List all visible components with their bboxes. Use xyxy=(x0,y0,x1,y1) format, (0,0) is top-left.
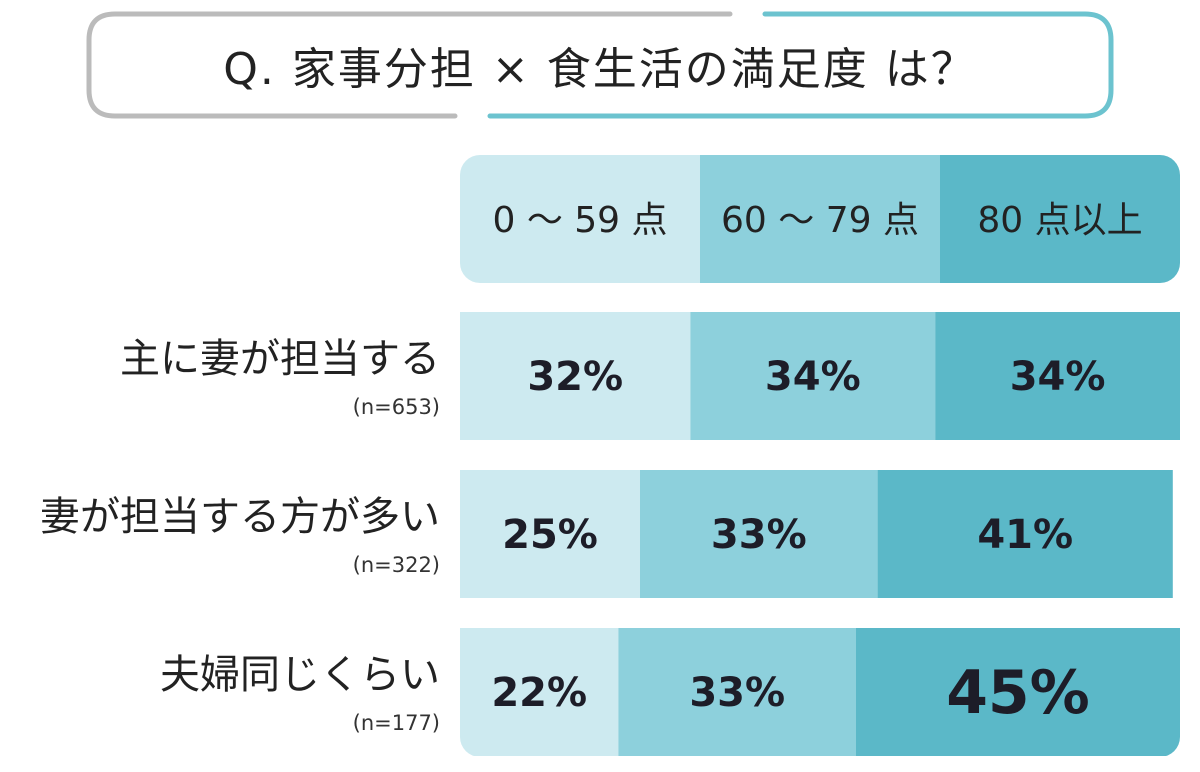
bar-segment-2-3 xyxy=(877,470,1173,598)
value-label-2-2: 33% xyxy=(711,512,807,558)
bar-segment-2-1 xyxy=(460,470,640,598)
value-label-1-1: 32% xyxy=(527,354,623,400)
title-border-gray xyxy=(86,11,733,119)
bar-segment-1-3 xyxy=(935,312,1180,440)
bar-segment-2-2 xyxy=(640,470,878,598)
bar-row-2 xyxy=(460,470,1173,598)
sample-size-label-2: (n=322) xyxy=(353,553,440,577)
value-label-2-1: 25% xyxy=(502,512,598,558)
value-label-3-2: 33% xyxy=(689,670,785,716)
value-label-3-3: 45% xyxy=(946,658,1090,728)
legend-label-1: 0 〜 59 点 xyxy=(492,200,667,241)
legend-label-2: 60 〜 79 点 xyxy=(721,200,919,241)
title-border-teal xyxy=(487,11,1114,119)
value-label-3-1: 22% xyxy=(491,670,587,716)
sample-size-label-3: (n=177) xyxy=(353,711,440,735)
value-label-1-2: 34% xyxy=(765,354,861,400)
bar-row-3 xyxy=(460,628,1180,756)
category-label-3: 夫婦同じくらい xyxy=(160,652,440,698)
bar-row-1 xyxy=(460,312,1180,440)
chart-title: Q. 家事分担 × 食生活の満足度 は？ xyxy=(223,44,977,95)
bar-rows: 32% 34% 34% 主に妻が担当する (n=653) 25% 33% 41% 妻が担当する方… xyxy=(40,312,1180,756)
legend-header: 0 〜 59 点 60 〜 79 点 80 点以上 xyxy=(460,155,1180,283)
title-border xyxy=(86,11,1114,119)
bar-segment-3-3 xyxy=(856,628,1180,756)
value-label-1-3: 34% xyxy=(1010,354,1106,400)
bar-segment-1-1 xyxy=(460,312,691,440)
sample-size-label-1: (n=653) xyxy=(353,395,440,419)
title-box: Q. 家事分担 × 食生活の満足度 は？ xyxy=(85,10,1115,120)
category-label-2: 妻が担当する方が多い xyxy=(40,494,440,540)
value-label-2-3: 41% xyxy=(977,512,1073,558)
legend-cell-1 xyxy=(460,155,700,283)
legend-cell-2 xyxy=(700,155,940,283)
category-label-1: 主に妻が担当する xyxy=(120,336,440,382)
legend-label-3: 80 点以上 xyxy=(977,200,1142,241)
bar-segment-3-1 xyxy=(460,628,619,756)
legend-cell-3 xyxy=(940,155,1180,283)
bar-segment-3-2 xyxy=(618,628,856,756)
bar-segment-1-2 xyxy=(690,312,936,440)
